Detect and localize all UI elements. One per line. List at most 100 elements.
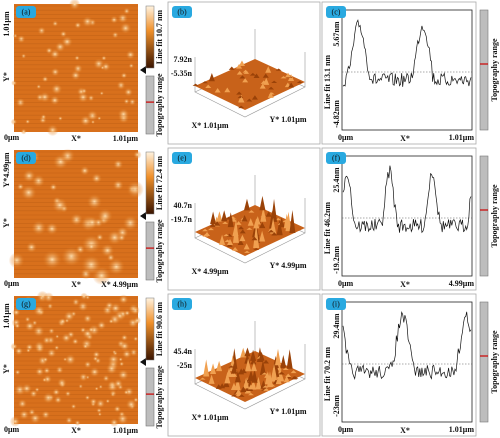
afm-grain xyxy=(19,409,30,420)
afm-grain xyxy=(117,108,130,121)
afm-grain xyxy=(79,165,90,176)
x-right-label: 1.01μm xyxy=(113,134,139,143)
afm-grain xyxy=(21,383,33,394)
surface-peak xyxy=(232,217,239,243)
profile-curve xyxy=(342,19,472,87)
surface-peak xyxy=(251,236,258,241)
surface-peak xyxy=(248,392,255,396)
z-bottom-label: -5.35n xyxy=(171,69,193,78)
surface-peak xyxy=(249,72,256,76)
afm-grain xyxy=(96,320,107,331)
surface-peak xyxy=(278,371,285,375)
panel-tab xyxy=(326,6,346,18)
afm-grain xyxy=(123,98,130,105)
afm-grain xyxy=(133,336,139,342)
afm-grain xyxy=(43,292,54,303)
surface-peak xyxy=(242,69,249,73)
surface-peak xyxy=(209,223,216,227)
afm-grain xyxy=(31,174,46,188)
surface-peak xyxy=(244,353,251,364)
surface-peak xyxy=(238,226,245,230)
afm-grain xyxy=(60,246,82,267)
afm-grain xyxy=(118,357,123,362)
surface-peak xyxy=(202,233,209,237)
panel-label: (b) xyxy=(177,7,187,16)
box-frame xyxy=(194,321,306,410)
afm-grain xyxy=(78,372,88,382)
afm-grain xyxy=(20,128,27,135)
afm-grain xyxy=(117,369,130,381)
afm-grain xyxy=(78,383,84,389)
afm-grain xyxy=(110,15,119,24)
surface-peak xyxy=(253,223,260,249)
y-axis-label: Y* 1.01μm xyxy=(270,115,307,124)
surface-peak xyxy=(250,349,257,361)
y-axis-label: Y* 1.01μm xyxy=(270,407,307,416)
surface-peak xyxy=(210,363,217,375)
afm-grain xyxy=(87,94,95,102)
afm-grain xyxy=(39,295,44,301)
afm-grain xyxy=(39,91,51,103)
y-axis-label: Line fit 46.2nm xyxy=(323,202,332,255)
surface-peak xyxy=(227,238,234,246)
surface-peak xyxy=(275,68,282,71)
x-axis-label: X* 1.01μm xyxy=(192,121,229,130)
y-bottom-label: 0μm xyxy=(4,133,20,142)
afm-grain xyxy=(24,316,31,323)
afm-grain xyxy=(14,322,21,329)
surface-peak xyxy=(238,105,245,109)
afm-grain xyxy=(101,55,107,61)
profile-curve xyxy=(342,165,472,234)
surface-peak xyxy=(239,234,246,242)
y-bottom-label: -19.2nm xyxy=(332,246,341,274)
x-left-label: 0μm xyxy=(338,133,354,142)
afm-grain xyxy=(41,75,49,83)
y-axis-label: Y* 4.99μm xyxy=(270,261,307,270)
afm-grain xyxy=(110,392,115,397)
x-axis-label: X* xyxy=(400,426,410,435)
surface-peak xyxy=(205,84,212,88)
panel-tab xyxy=(172,6,192,18)
panel-frame xyxy=(167,147,321,291)
surface-peak xyxy=(240,368,247,374)
afm-grain xyxy=(59,30,68,38)
afm-grain xyxy=(48,327,55,335)
surface-peak xyxy=(214,220,221,226)
surface-peak xyxy=(240,386,247,393)
afm-grain xyxy=(43,366,51,375)
surface-peak xyxy=(259,83,266,89)
panel-tab xyxy=(16,6,36,18)
afm-grain xyxy=(52,388,61,397)
surface-peak xyxy=(285,373,292,377)
afm-grain xyxy=(130,305,140,315)
afm-grain xyxy=(12,33,18,39)
afm-grain xyxy=(121,349,132,359)
afm-grain xyxy=(122,215,139,231)
afm-grain xyxy=(105,362,118,375)
surface-peak xyxy=(236,91,243,95)
surface-peak xyxy=(192,83,199,86)
surface-peak xyxy=(251,95,258,100)
surface-peak xyxy=(214,88,221,93)
afm-grain xyxy=(70,403,77,410)
surface-peak xyxy=(238,394,245,397)
surface-peak xyxy=(280,76,287,79)
surface-peak xyxy=(259,230,266,242)
afm-grain xyxy=(123,309,131,317)
box-frame xyxy=(194,175,306,264)
range-label: Topography range xyxy=(155,219,164,283)
profile-curve xyxy=(342,311,472,381)
panel-frame xyxy=(321,147,477,291)
panel-label: (i) xyxy=(332,299,340,308)
x-axis-label: X* xyxy=(71,426,81,435)
surface-peak xyxy=(243,243,250,250)
surface-peak xyxy=(219,242,226,245)
surface-peak xyxy=(222,221,229,224)
surface-peak xyxy=(275,348,282,366)
surface-peak xyxy=(243,71,250,74)
range-bar xyxy=(479,301,489,423)
surface-peak xyxy=(231,362,238,374)
range-bar xyxy=(145,367,155,427)
z-bottom-label: -19.7n xyxy=(171,215,193,224)
surface-peak xyxy=(251,368,258,383)
